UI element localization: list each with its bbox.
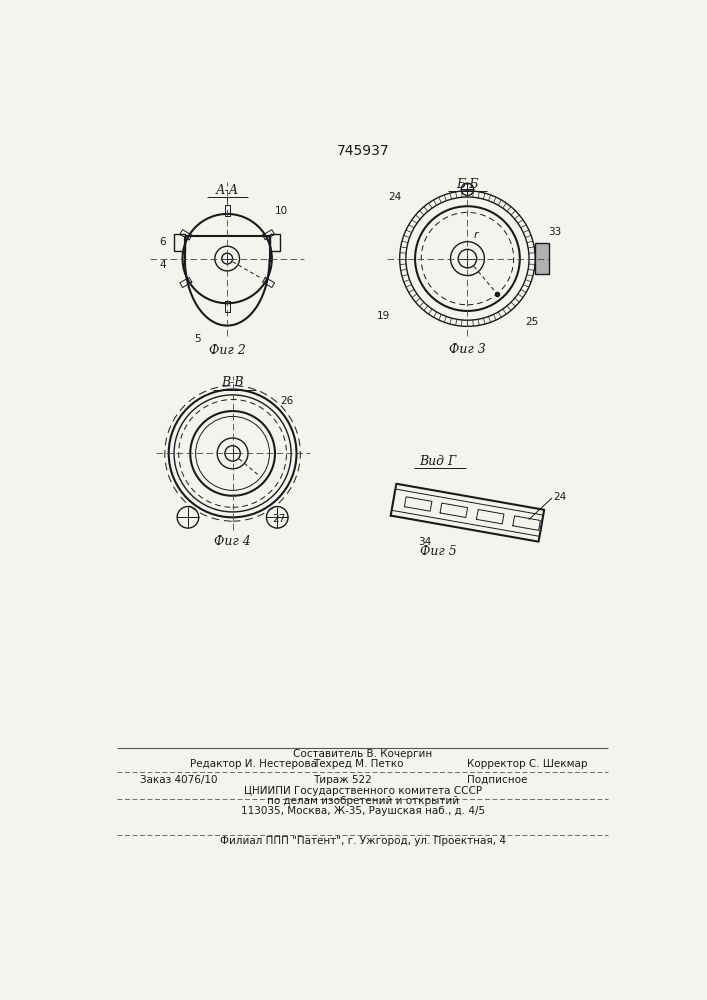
Text: В-В: В-В <box>221 376 244 389</box>
Text: 34: 34 <box>419 537 432 547</box>
Text: r: r <box>474 231 478 240</box>
Text: 745937: 745937 <box>337 144 389 158</box>
Text: А-А: А-А <box>216 184 239 197</box>
Text: 6: 6 <box>159 237 165 247</box>
Text: 24: 24 <box>554 492 567 502</box>
Text: Вид Г: Вид Г <box>419 455 457 468</box>
Text: Подписное: Подписное <box>467 775 528 785</box>
Text: Фиг 2: Фиг 2 <box>209 344 245 358</box>
Text: Составитель В. Кочергин: Составитель В. Кочергин <box>293 749 433 759</box>
Text: 113035, Москва, Ж-35, Раушская наб., д. 4/5: 113035, Москва, Ж-35, Раушская наб., д. … <box>240 806 485 816</box>
Text: Филиал ППП "Патент", г. Ужгород, ул. Проектная, 4: Филиал ППП "Патент", г. Ужгород, ул. Про… <box>220 836 506 846</box>
Text: Фиг 3: Фиг 3 <box>449 343 486 356</box>
Text: 33: 33 <box>549 227 561 237</box>
Text: 4: 4 <box>159 260 165 270</box>
Text: Техред М. Петко: Техред М. Петко <box>313 759 404 769</box>
Text: 24: 24 <box>389 192 402 202</box>
Text: Б-Б: Б-Б <box>456 178 479 191</box>
Bar <box>174 234 185 251</box>
Text: Фиг 5: Фиг 5 <box>420 545 457 558</box>
Text: Заказ 4076/10: Заказ 4076/10 <box>140 775 218 785</box>
Text: Тираж 522: Тираж 522 <box>313 775 372 785</box>
Text: Редактор И. Нестерова: Редактор И. Нестерова <box>190 759 317 769</box>
Text: 26: 26 <box>281 396 293 406</box>
Bar <box>535 243 549 274</box>
Text: ЦНИИПИ Государственного комитета СССР: ЦНИИПИ Государственного комитета СССР <box>244 786 481 796</box>
Text: 25: 25 <box>525 317 539 327</box>
Text: 27: 27 <box>273 514 286 524</box>
Text: по делам изобретений и открытий: по делам изобретений и открытий <box>267 796 459 806</box>
Bar <box>269 234 281 251</box>
Text: Корректор С. Шекмар: Корректор С. Шекмар <box>467 759 588 769</box>
Text: 10: 10 <box>275 206 288 216</box>
Text: 5: 5 <box>194 334 201 344</box>
Text: Фиг 4: Фиг 4 <box>214 535 251 548</box>
Text: 19: 19 <box>378 311 390 321</box>
